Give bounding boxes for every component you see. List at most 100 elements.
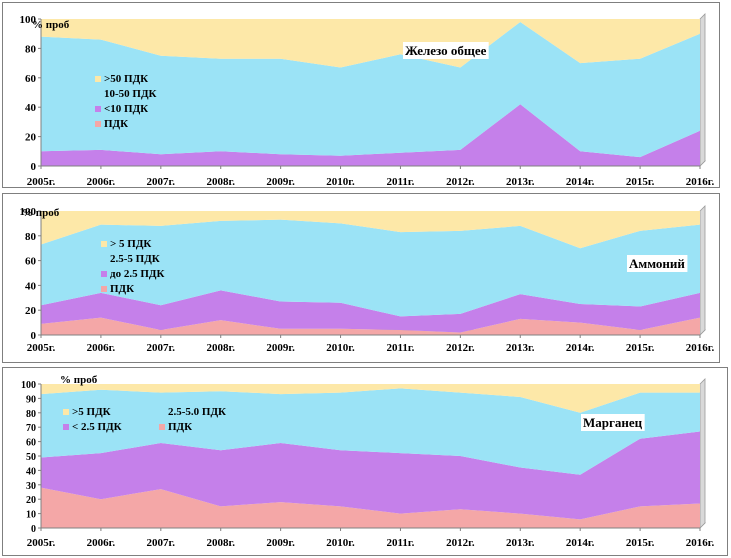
y-tick-label: 40	[25, 280, 37, 292]
area-series-1	[41, 104, 700, 166]
y-tick-label: 80	[25, 43, 37, 55]
y-tick-label: 80	[25, 231, 37, 243]
chart-title: Марганец	[583, 415, 643, 430]
chart-panel-manganese: 0 10 20 30 40 50 60 70 80 90 100 2005г. 2006г. 2007г.…	[2, 367, 728, 556]
y-tick-label: 40	[26, 466, 36, 477]
chart-ammonium: 0 20 40 60 80 100 2005г. 2006г. 2007г. 2008г. 2009…	[20, 205, 715, 354]
legend-entry-label: < 2.5 ПДК	[72, 421, 122, 433]
x-tick-label: 2010г.	[326, 342, 355, 354]
x-tick-label: 2016г.	[686, 342, 715, 354]
chart-side-wall	[699, 13, 706, 167]
y-tick-label: 80	[26, 409, 36, 420]
legend-entry-label: ПДК	[104, 118, 128, 130]
y-tick-label: 60	[25, 256, 37, 268]
area-series-2	[41, 219, 700, 317]
legend-swatch	[101, 271, 107, 277]
y-tick-label: 0	[31, 330, 37, 342]
legend-entry-label: ПДК	[110, 283, 134, 295]
x-tick-label: 2016г.	[686, 537, 715, 549]
legend-swatch	[95, 91, 101, 97]
chart-iron: 0 20 40 60 80 100 2005г. 2006г. 2007г. 2008г. 2009…	[20, 13, 715, 188]
legend-entry-label: >50 ПДК	[104, 73, 148, 85]
area-series-2	[41, 388, 700, 475]
legend-entry-label: >5 ПДК	[72, 406, 111, 418]
x-tick-label: 2005г.	[27, 342, 56, 354]
y-tick-label: 10	[26, 510, 36, 521]
area-series-0	[41, 317, 700, 335]
legend-swatch	[159, 424, 165, 430]
legend-swatch	[95, 106, 101, 112]
x-tick-label: 2012г.	[446, 342, 475, 354]
x-tick-label: 2016г.	[686, 176, 715, 188]
y-tick-label: 40	[25, 102, 37, 114]
x-tick-label: 2014г.	[566, 342, 595, 354]
area-series-1	[41, 290, 700, 333]
chart-title-bg	[627, 255, 688, 272]
y-tick-label: 0	[31, 161, 37, 173]
legend-swatch	[159, 409, 165, 415]
y-axis-label: % проб	[60, 374, 98, 386]
legend-entry-label: до 2.5 ПДК	[110, 268, 164, 280]
legend-entry-label: ПДК	[168, 421, 192, 433]
legend-entry-label: 2.5-5.0 ПДК	[168, 406, 226, 418]
x-tick-label: 2012г.	[446, 176, 475, 188]
x-tick-label: 2012г.	[446, 537, 475, 549]
x-tick-label: 2014г.	[566, 537, 595, 549]
x-tick-label: 2008г.	[206, 176, 235, 188]
legend-swatch	[95, 76, 101, 82]
x-tick-label: 2015г.	[626, 537, 655, 549]
legend-entry-label: 2.5-5 ПДК	[110, 253, 160, 265]
y-tick-label: 100	[20, 206, 37, 218]
area-series-0	[41, 487, 700, 528]
x-tick-label: 2011г.	[387, 176, 415, 188]
legend-entry-label: 10-50 ПДК	[104, 88, 157, 100]
area-series-2	[41, 21, 700, 158]
x-tick-label: 2006г.	[87, 537, 116, 549]
legend-entry-label: <10 ПДК	[104, 103, 148, 115]
x-tick-label: 2010г.	[326, 176, 355, 188]
area-series-1	[41, 431, 700, 520]
x-tick-label: 2010г.	[326, 537, 355, 549]
y-tick-label: 0	[31, 524, 36, 535]
y-tick-label: 100	[20, 14, 37, 26]
x-tick-label: 2008г.	[206, 537, 235, 549]
x-tick-label: 2006г.	[87, 176, 116, 188]
y-tick-label: 100	[21, 380, 36, 391]
chart-title: Железо общее	[405, 43, 487, 58]
legend-entry-label: > 5 ПДК	[110, 238, 151, 250]
y-tick-label: 20	[25, 132, 37, 144]
y-tick-label: 70	[26, 423, 36, 434]
y-tick-label: 20	[25, 305, 37, 317]
x-tick-label: 2011г.	[387, 342, 415, 354]
x-tick-label: 2008г.	[206, 342, 235, 354]
legend-swatch	[101, 241, 107, 247]
x-tick-label: 2015г.	[626, 176, 655, 188]
x-tick-label: 2014г.	[566, 176, 595, 188]
y-tick-label: 50	[26, 452, 36, 463]
y-tick-label: 30	[26, 481, 36, 492]
chart-title-bg	[581, 414, 645, 431]
x-tick-label: 2005г.	[27, 176, 56, 188]
x-tick-label: 2009г.	[266, 176, 295, 188]
x-tick-label: 2013г.	[506, 176, 535, 188]
legend-swatch	[101, 256, 107, 262]
y-axis-label: % проб	[32, 19, 70, 31]
chart-title-bg	[403, 42, 489, 59]
legend-swatch	[95, 121, 101, 127]
legend-swatch	[63, 424, 69, 430]
x-tick-label: 2005г.	[27, 537, 56, 549]
area-series-3	[41, 211, 700, 249]
x-tick-label: 2007г.	[147, 537, 176, 549]
chart-side-wall	[699, 378, 706, 529]
legend-swatch	[63, 409, 69, 415]
chart-title: Аммоний	[629, 256, 685, 271]
x-tick-label: 2009г.	[266, 342, 295, 354]
x-tick-label: 2015г.	[626, 342, 655, 354]
area-series-3	[41, 384, 700, 413]
chart-panel-ammonium: 0 20 40 60 80 100 2005г. 2006г. 2007г. 2008г. 2009…	[2, 193, 720, 363]
y-tick-label: 60	[25, 73, 37, 85]
x-tick-label: 2013г.	[506, 537, 535, 549]
y-tick-label: 20	[26, 495, 36, 506]
x-tick-label: 2006г.	[87, 342, 116, 354]
y-tick-label: 90	[26, 394, 36, 405]
